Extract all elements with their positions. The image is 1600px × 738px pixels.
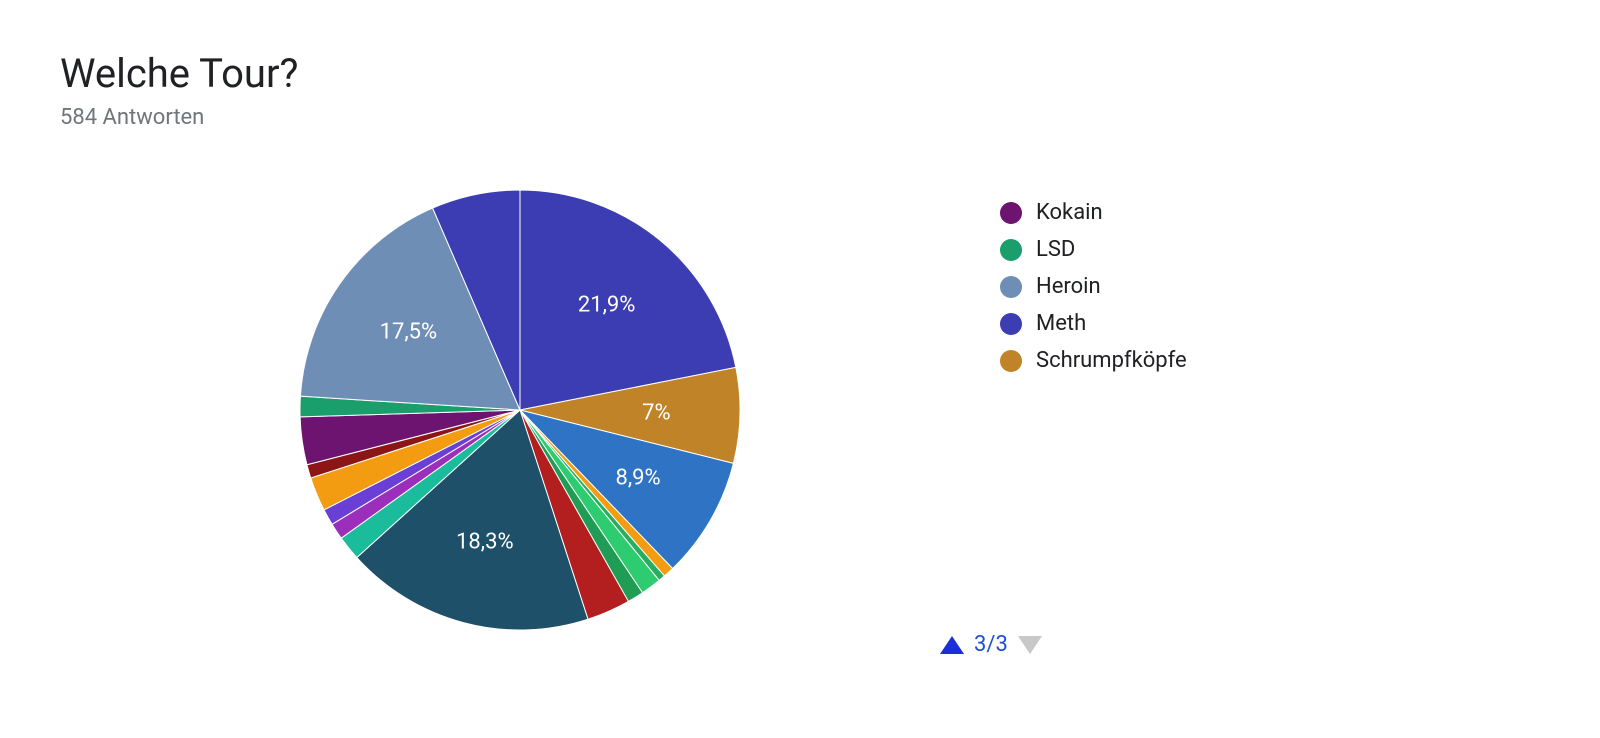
pager-text: 3/3	[974, 632, 1008, 657]
pie-slice-label: 17,5%	[380, 319, 438, 344]
chart-title: Welche Tour?	[60, 50, 1540, 97]
pie-slice-label: 8,9%	[615, 466, 660, 491]
legend-item[interactable]: LSD	[1000, 237, 1187, 262]
legend-label: Schrumpfköpfe	[1036, 348, 1187, 373]
legend: Kokain LSD Heroin Meth Schrumpfköpfe	[1000, 200, 1187, 385]
pager-up-icon[interactable]	[940, 636, 964, 654]
pie-slice-label: 7%	[642, 401, 670, 426]
pie-slice-label: 21,9%	[578, 292, 636, 317]
legend-item[interactable]: Kokain	[1000, 200, 1187, 225]
legend-label: Kokain	[1036, 200, 1103, 225]
pie-chart: 21,9% 7% 8,9% 18,3% 17,5%	[300, 190, 740, 630]
legend-label: Meth	[1036, 311, 1086, 336]
pie-slice-label: 18,3%	[456, 529, 514, 554]
legend-label: LSD	[1036, 237, 1075, 262]
legend-swatch	[1000, 350, 1022, 372]
legend-swatch	[1000, 202, 1022, 224]
legend-label: Heroin	[1036, 274, 1101, 299]
legend-item[interactable]: Schrumpfköpfe	[1000, 348, 1187, 373]
legend-item[interactable]: Meth	[1000, 311, 1187, 336]
legend-swatch	[1000, 276, 1022, 298]
legend-item[interactable]: Heroin	[1000, 274, 1187, 299]
legend-swatch	[1000, 239, 1022, 261]
chart-subtitle: 584 Antworten	[60, 105, 1540, 130]
pie-svg	[300, 190, 740, 630]
legend-pager: 3/3	[940, 632, 1042, 657]
legend-swatch	[1000, 313, 1022, 335]
pager-down-icon[interactable]	[1018, 636, 1042, 654]
